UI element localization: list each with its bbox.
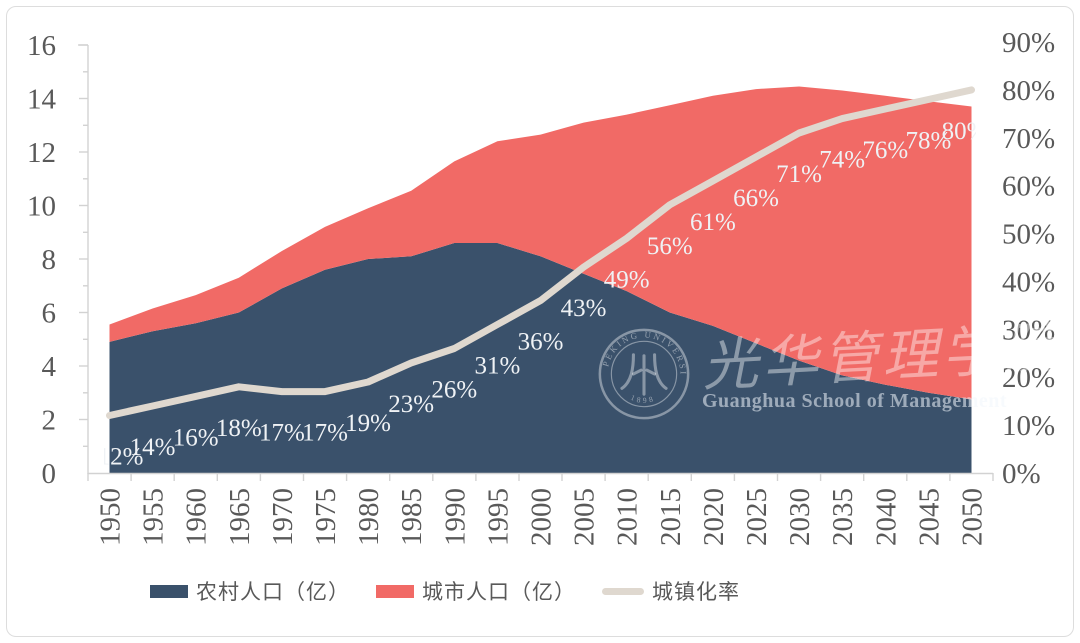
right-axis-label: 60% [1002, 171, 1055, 203]
legend: 农村人口（亿） 城市人口（亿） 城镇化率 [150, 576, 766, 606]
x-axis-label: 2050 [957, 488, 989, 546]
x-axis-label: 2025 [741, 488, 773, 546]
rate-label: 61% [690, 209, 736, 236]
right-axis-label: 50% [1002, 219, 1055, 251]
rate-labels: 12%14%16%18%17%17%19%23%26%31%36%43%49%5… [98, 118, 988, 471]
axes: 0 2 4 6 8 10 12 14 16 0% 10% 20% 30% 40% 50% 60% 70% 80% 9… [27, 27, 1055, 546]
urban-area [109, 86, 972, 400]
right-axis-label: 0% [1002, 458, 1041, 490]
x-axis-label: 2030 [784, 488, 816, 546]
x-axis-label: 2035 [827, 488, 859, 546]
legend-swatch-urban [376, 584, 414, 598]
x-axis-label: 1980 [353, 488, 385, 546]
x-axis-label: 1970 [267, 488, 299, 546]
legend-item-rural: 农村人口（亿） [150, 576, 350, 606]
x-axis-label: 2000 [526, 488, 558, 546]
rate-label: 16% [173, 424, 219, 451]
x-axis-label: 1955 [138, 488, 170, 546]
x-axis-label: 1965 [224, 488, 256, 546]
right-axis-label: 90% [1002, 27, 1055, 59]
rural-area [109, 243, 972, 473]
x-axis-label: 2020 [698, 488, 730, 546]
rate-label: 26% [431, 377, 477, 404]
legend-label-urban: 城市人口（亿） [422, 580, 576, 604]
x-axis-label: 1960 [181, 488, 213, 546]
left-axis-label: 0 [42, 458, 57, 490]
x-axis-label: 1950 [95, 488, 127, 546]
legend-swatch-rural [150, 584, 188, 598]
urbanization-line [106, 86, 975, 419]
right-axis-label: 80% [1002, 75, 1055, 107]
rate-label: 23% [388, 391, 434, 418]
rate-label: 71% [776, 161, 822, 188]
right-axis-label: 70% [1002, 123, 1055, 155]
left-axis-label: 16 [27, 30, 56, 62]
right-axis-label: 30% [1002, 314, 1055, 346]
right-axis-label: 20% [1002, 362, 1055, 394]
right-axis-label: 10% [1002, 410, 1055, 442]
legend-swatch-rate [602, 587, 644, 595]
left-axis-label: 8 [42, 244, 57, 276]
x-axis-label: 2045 [913, 488, 945, 546]
right-axis-label: 40% [1002, 266, 1055, 298]
x-axis-label: 1990 [439, 488, 471, 546]
rate-label: 17% [302, 420, 348, 447]
rate-label: 12% [98, 444, 144, 471]
rate-label: 66% [733, 185, 779, 212]
x-axis-label: 2005 [569, 488, 601, 546]
rate-label: 18% [216, 415, 262, 442]
rate-label: 14% [130, 434, 176, 461]
x-axis-label: 2015 [655, 488, 687, 546]
x-axis-label: 2040 [870, 488, 902, 546]
rate-label: 17% [259, 420, 305, 447]
rate-label: 74% [819, 147, 865, 174]
left-axis-label: 10 [27, 191, 56, 223]
legend-label-rate: 城镇化率 [652, 580, 740, 604]
left-axis-label: 4 [42, 351, 57, 383]
rate-label: 36% [518, 329, 564, 356]
left-axis-label: 12 [27, 137, 56, 169]
x-axis-label: 2010 [612, 488, 644, 546]
legend-item-rate: 城镇化率 [602, 576, 740, 606]
left-axis-label: 2 [42, 405, 57, 437]
rate-label: 49% [604, 266, 650, 293]
rate-label: 43% [561, 295, 607, 322]
rate-label: 31% [474, 353, 520, 380]
x-axis-label: 1995 [482, 488, 514, 546]
legend-label-rural: 农村人口（亿） [196, 580, 350, 604]
legend-item-urban: 城市人口（亿） [376, 576, 576, 606]
rate-label: 56% [647, 233, 693, 260]
x-axis-label: 1985 [396, 488, 428, 546]
rate-label: 19% [345, 410, 391, 437]
left-axis-label: 6 [42, 298, 57, 330]
left-axis-label: 14 [27, 84, 57, 116]
rate-label: 76% [862, 137, 908, 164]
rate-label: 78% [905, 128, 951, 155]
rate-label: 80% [942, 118, 988, 145]
x-axis-label: 1975 [310, 488, 342, 546]
